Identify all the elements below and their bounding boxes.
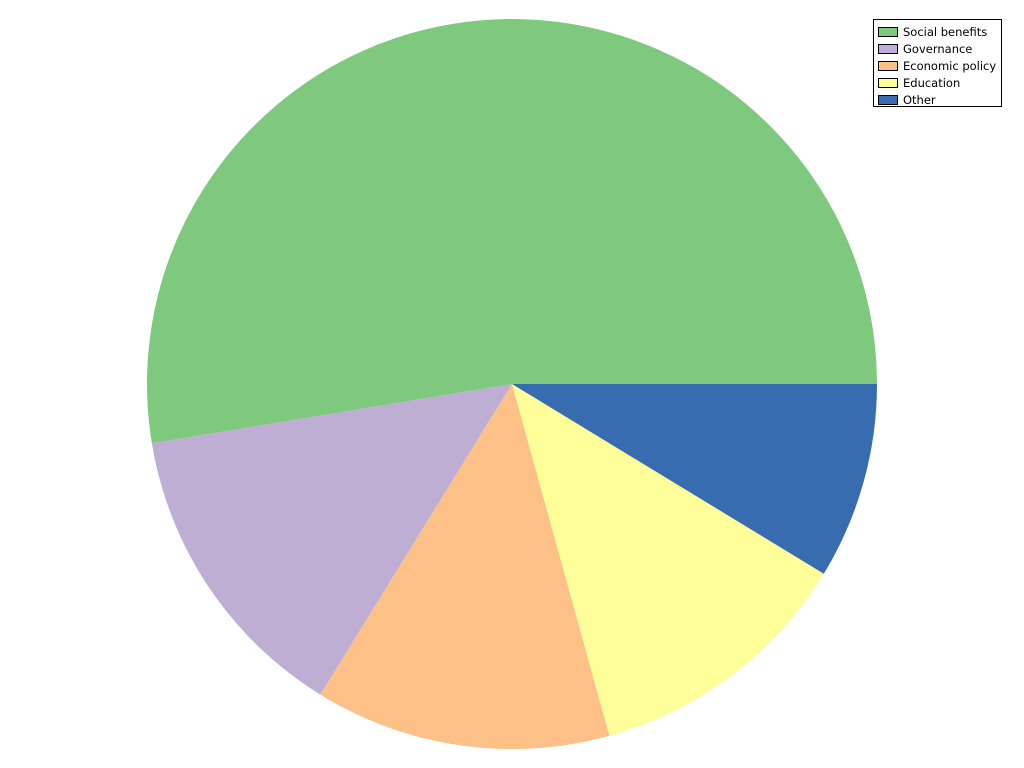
legend-swatch (878, 60, 898, 71)
legend-swatch (878, 94, 898, 105)
pie-slice-other (512, 384, 877, 574)
legend-label: Education (903, 75, 961, 90)
legend-item: Economic policy (878, 57, 997, 74)
legend-swatch (878, 77, 898, 88)
legend-item: Social benefits (878, 23, 997, 40)
legend-label: Social benefits (903, 24, 988, 39)
legend-item: Governance (878, 40, 997, 57)
legend-item: Other (878, 91, 997, 108)
legend: Social benefits Governance Economic poli… (873, 19, 1002, 107)
legend-label: Economic policy (903, 58, 997, 73)
legend-swatch (878, 26, 898, 37)
legend-label: Other (903, 92, 936, 107)
legend-item: Education (878, 74, 997, 91)
pie-slice-governance (151, 384, 513, 695)
pie-slice-social-benefits (147, 19, 877, 444)
legend-swatch (878, 43, 898, 54)
pie-slice-education (512, 384, 824, 736)
legend-label: Governance (903, 41, 973, 56)
pie-slice-economic-policy (320, 384, 610, 749)
